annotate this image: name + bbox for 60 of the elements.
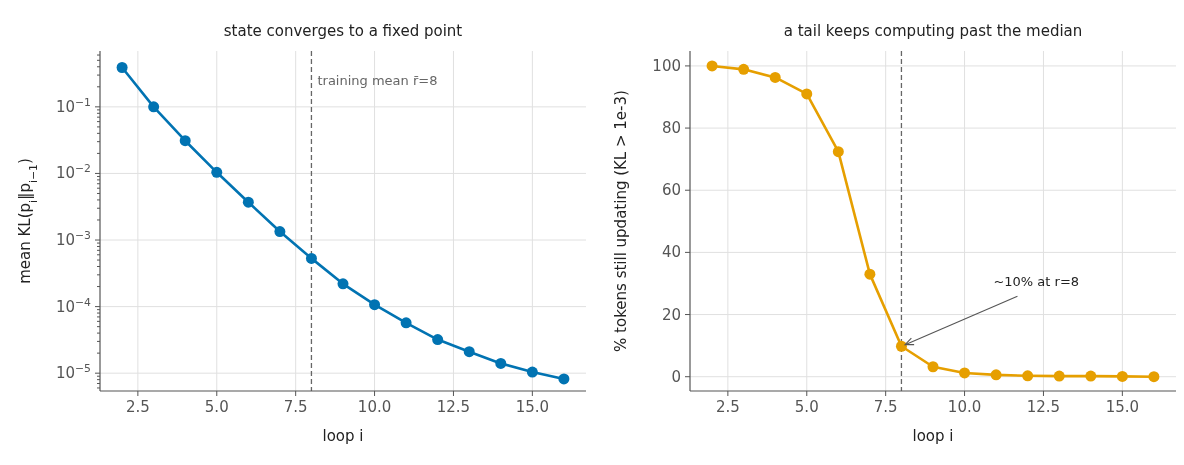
x-axis-title: loop i	[912, 427, 954, 445]
point	[400, 317, 412, 329]
y-tick-label: 10$^{−4}$	[55, 295, 92, 316]
y-axis-title: % tokens still updating (KL > 1e-3)	[612, 90, 630, 352]
ref-line-label: training mean r̄=8	[317, 73, 438, 88]
y-tick-label: 10$^{−1}$	[55, 95, 91, 116]
point	[274, 226, 286, 238]
point	[305, 252, 317, 264]
x-axis-title: loop i	[322, 427, 364, 445]
x-tick-label: 7.5	[873, 398, 898, 416]
x-tick-label: 7.5	[283, 398, 308, 416]
point	[148, 101, 160, 113]
point	[990, 369, 1002, 381]
y-tick-label: 80	[661, 119, 681, 138]
x-tick-label: 5.0	[794, 398, 819, 416]
point	[558, 373, 570, 385]
point	[242, 196, 254, 208]
point	[927, 361, 939, 373]
point	[1085, 370, 1097, 382]
point	[959, 367, 971, 379]
x-tick-label: 2.5	[715, 398, 740, 416]
x-tick-label: 12.5	[1026, 398, 1061, 416]
y-tick-label: 100	[652, 56, 681, 75]
point	[769, 71, 781, 83]
point	[864, 268, 876, 280]
y-tick-label: 10$^{−5}$	[55, 361, 91, 383]
x-tick-label: 2.5	[125, 398, 150, 416]
annotation: ~10% at r=8	[993, 274, 1080, 290]
point	[738, 63, 750, 75]
x-tick-label: 10.0	[947, 398, 982, 416]
y-tick-label: 60	[661, 181, 681, 200]
point	[895, 340, 907, 352]
y-tick-label: 10$^{−3}$	[55, 228, 91, 250]
x-tick-label: 15.0	[1105, 398, 1140, 416]
point	[179, 135, 191, 147]
point	[211, 166, 223, 178]
point	[1022, 370, 1034, 382]
chart-title: a tail keeps computing past the median	[783, 22, 1083, 40]
x-tick-label: 10.0	[357, 398, 392, 416]
x-tick-label: 5.0	[204, 398, 229, 416]
y-tick-label: 0	[671, 367, 681, 386]
point	[463, 346, 475, 358]
point	[432, 334, 444, 346]
point	[369, 299, 381, 311]
y-tick-label: 20	[661, 305, 681, 324]
point	[832, 146, 844, 158]
y-tick-label: 10$^{−2}$	[55, 161, 91, 183]
point	[337, 278, 349, 290]
x-tick-label: 15.0	[515, 398, 550, 416]
point	[526, 366, 538, 378]
x-tick-label: 12.5	[436, 398, 471, 416]
point	[1148, 371, 1160, 383]
point	[801, 88, 813, 100]
point	[706, 60, 718, 72]
chart-title: state converges to a fixed point	[223, 22, 463, 40]
point	[116, 62, 128, 73]
point	[1116, 370, 1128, 382]
point	[1053, 370, 1065, 382]
y-tick-label: 40	[661, 243, 681, 262]
point	[495, 357, 507, 369]
